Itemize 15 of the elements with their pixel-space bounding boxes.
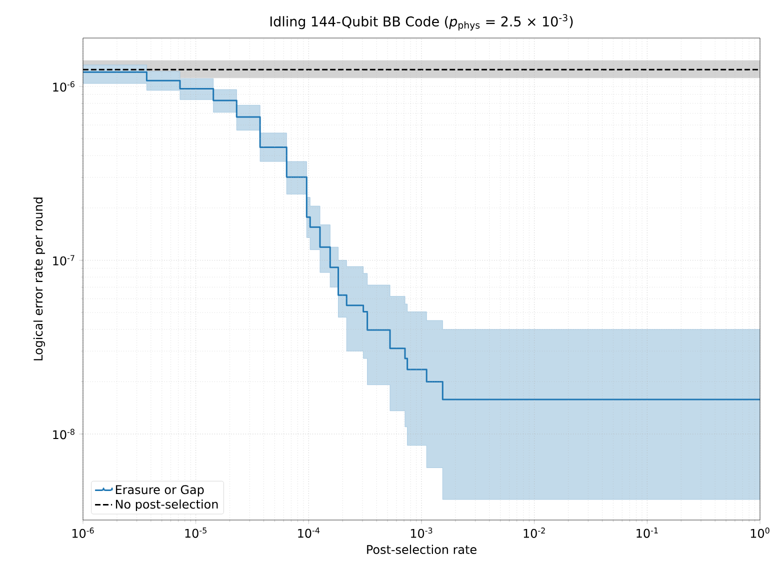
y-tick-label: 10$^{-7}$	[53, 255, 74, 266]
x-tick-label: 10$^{-3}$	[410, 528, 432, 538]
x-tick-label: 10$^{-1}$	[636, 528, 658, 538]
x-axis-title: Post-selection rate	[367, 544, 476, 554]
y-tick-label: 10$^{-8}$	[53, 428, 74, 440]
legend-label: No post-selection	[116, 499, 218, 512]
y-tick-label: 10$^{-6}$	[53, 81, 74, 92]
x-tick-label: 10$^{-6}$	[72, 528, 94, 538]
x-tick-label: 10$^{0}$	[750, 528, 770, 538]
x-tick-label: 10$^{-5}$	[185, 528, 206, 538]
y-axis-title: Logical error rate per round	[33, 198, 45, 360]
x-tick-label: 10$^{-2}$	[524, 528, 545, 538]
legend-label: Erasure or Gap	[116, 485, 204, 496]
x-tick-label: 10$^{-4}$	[298, 528, 320, 538]
chart-title: Idling 144-Qubit BB Code (p$_{phys}$ = 2.5 × 10$^{-3}$)	[270, 14, 573, 31]
